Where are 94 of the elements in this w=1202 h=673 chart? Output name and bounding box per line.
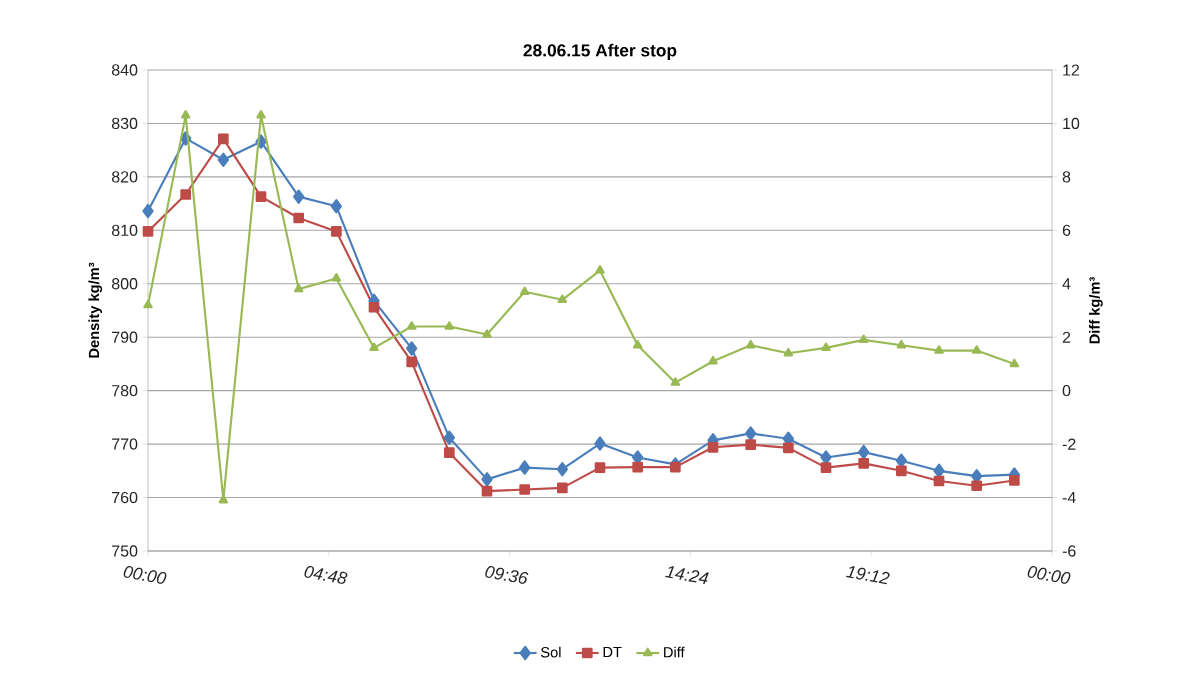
point <box>330 199 343 214</box>
point <box>783 347 794 357</box>
point <box>142 203 154 219</box>
point <box>218 133 229 145</box>
chart-title: 28.06.15 After stop <box>523 43 677 60</box>
point <box>670 461 681 473</box>
point <box>444 447 455 458</box>
point <box>820 462 832 473</box>
point <box>632 461 644 473</box>
point <box>858 444 870 460</box>
legend-label: Diff <box>664 646 685 658</box>
point <box>707 441 719 453</box>
point <box>745 339 756 349</box>
point <box>594 462 606 473</box>
point <box>406 341 418 356</box>
point <box>406 321 417 330</box>
y2-tick-label: -6 <box>1062 545 1076 557</box>
y-tick-label: 780 <box>112 384 138 397</box>
point <box>519 484 531 495</box>
point <box>482 329 492 338</box>
point <box>481 472 493 487</box>
y2-tick-label: 12 <box>1063 64 1080 76</box>
y-tick-label: 800 <box>111 278 138 290</box>
y2-axis-title: Diff kg/m³ <box>1089 277 1103 344</box>
point <box>293 189 305 204</box>
point <box>971 480 983 492</box>
point <box>670 377 681 386</box>
point <box>745 426 757 441</box>
point <box>217 152 230 167</box>
point <box>519 286 530 295</box>
point <box>821 342 831 352</box>
y2-tick-label: 0 <box>1062 384 1071 397</box>
point <box>443 430 456 445</box>
y2-tick-label: 8 <box>1062 171 1071 183</box>
point <box>556 462 569 477</box>
point <box>594 436 606 451</box>
point <box>632 339 643 349</box>
point <box>293 212 305 224</box>
point <box>142 226 154 237</box>
point <box>933 475 945 487</box>
y-tick-label: 770 <box>112 438 138 450</box>
y2-tick-label: -4 <box>1062 492 1076 504</box>
y-tick-label: 810 <box>111 224 138 236</box>
point <box>180 189 192 200</box>
point <box>708 355 718 365</box>
point <box>896 465 907 477</box>
point <box>369 342 379 352</box>
y-tick-label: 820 <box>111 171 138 183</box>
point <box>971 345 982 354</box>
point <box>820 450 832 465</box>
point <box>331 226 342 237</box>
y-tick-label: 760 <box>112 491 138 504</box>
x-tick-label: 00:00 <box>123 566 167 584</box>
y2-tick-label: -2 <box>1062 438 1076 450</box>
point <box>368 301 380 313</box>
y-tick-label: 840 <box>111 64 138 76</box>
point <box>256 110 266 119</box>
point <box>595 265 605 274</box>
point <box>858 458 870 469</box>
point <box>1009 475 1020 486</box>
point <box>519 460 531 475</box>
legend-label: Sol <box>540 646 561 658</box>
point <box>557 294 568 303</box>
point <box>180 110 191 119</box>
x-tick-label: 04:48 <box>304 566 348 584</box>
y-tick-label: 790 <box>112 331 138 343</box>
point <box>745 439 757 450</box>
point <box>255 191 267 202</box>
x-tick-label: 19:12 <box>845 566 890 585</box>
y-axis-title: Density kg/m³ <box>88 262 103 358</box>
point <box>331 273 342 282</box>
point <box>143 299 153 309</box>
point <box>858 334 869 344</box>
point <box>218 494 229 504</box>
y2-tick-label: 6 <box>1062 224 1071 236</box>
point <box>1009 358 1020 368</box>
point <box>896 339 907 349</box>
y2-tick-label: 2 <box>1062 331 1071 343</box>
x-tick-label: 14:24 <box>665 566 709 584</box>
y2-tick-label: 10 <box>1063 117 1080 130</box>
point <box>406 356 418 368</box>
y-tick-label: 750 <box>112 545 138 557</box>
point <box>293 283 304 293</box>
point <box>481 485 493 497</box>
x-tick-label: 00:00 <box>1027 566 1071 584</box>
point <box>934 345 944 354</box>
x-tick-label: 09:36 <box>485 566 529 584</box>
y2-tick-label: 4 <box>1062 278 1071 290</box>
point <box>783 442 794 454</box>
point <box>444 321 455 330</box>
legend-label: DT <box>603 646 622 658</box>
y-tick-label: 830 <box>111 117 138 130</box>
point <box>895 453 908 468</box>
point <box>557 482 568 494</box>
